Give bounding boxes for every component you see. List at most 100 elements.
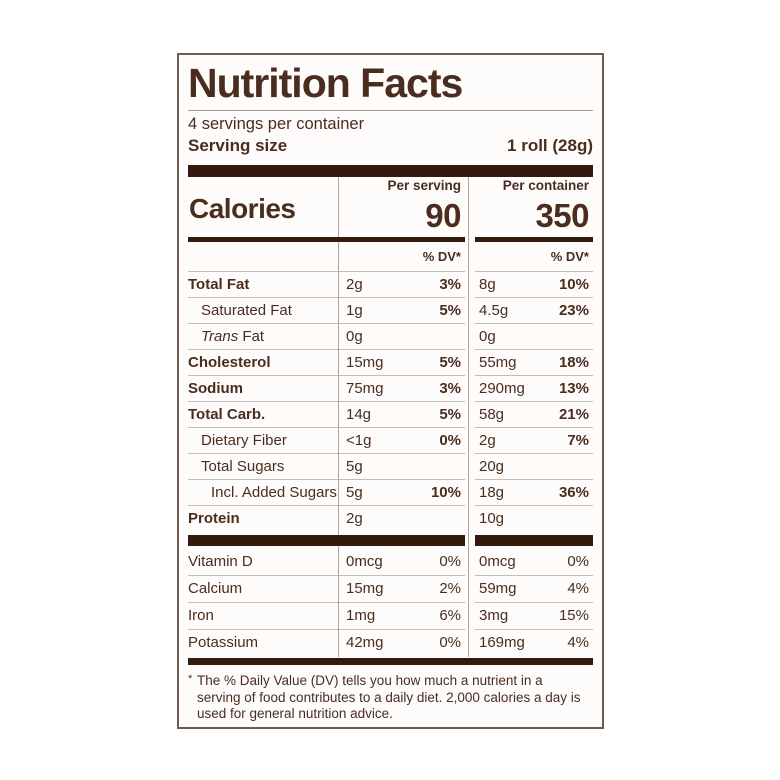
nutrient-row: Total Sugars 5g 20g <box>188 454 593 480</box>
nutrient-row: Protein 2g 10g <box>188 506 593 532</box>
nutrient-name: Vitamin D <box>188 553 253 570</box>
serving-size-row: Serving size 1 roll (28g) <box>188 135 593 157</box>
nutrient-name: Sodium <box>188 380 243 397</box>
per-serving-amount: 42mg <box>346 634 384 651</box>
per-serving-amount: 0mcg <box>346 553 383 570</box>
per-serving-dv: 0% <box>439 553 461 570</box>
nutrient-name: Total Sugars <box>201 458 285 475</box>
per-serving-amount: 2g <box>346 510 363 527</box>
per-container-dv: 7% <box>567 432 589 449</box>
per-serving-amount: 0g <box>346 328 363 345</box>
calories-values-row: 90 350 <box>188 195 593 237</box>
per-serving-dv: 0% <box>439 432 461 449</box>
calories-label: Calories <box>189 193 296 224</box>
main-rows: Total Fat 2g 3% 8g 10% Saturated Fat 1g 5% 4.5g 2… <box>188 272 593 532</box>
nutrition-table: Calories Per serving Per container 90 35… <box>188 177 593 657</box>
column-divider-right <box>468 177 469 657</box>
per-container-header: Per container <box>502 178 589 193</box>
nutrient-row: Trans Fat 0g 0g <box>188 324 593 350</box>
nutrient-name: Total Carb. <box>188 406 266 423</box>
serving-size-value: 1 roll (28g) <box>507 136 593 155</box>
nutrient-row: Total Fat 2g 3% 8g 10% <box>188 272 593 298</box>
per-serving-dv: 2% <box>439 580 461 597</box>
serving-size-label: Serving size <box>188 136 288 155</box>
nutrient-row: Iron 1mg 6% 3mg 15% <box>188 603 593 630</box>
section-bar-split <box>188 535 593 546</box>
dv-header-per-serving: % DV* <box>422 249 461 264</box>
per-container-dv: 15% <box>558 607 589 624</box>
per-serving-dv: 5% <box>439 354 461 371</box>
dv-header-per-container: % DV* <box>550 249 589 264</box>
dv-header-row: % DV* % DV* <box>188 242 593 272</box>
split-bar-right <box>475 535 593 546</box>
nutrition-facts-label: Nutrition Facts 4 servings per container… <box>177 53 604 729</box>
per-container-amount: 10g <box>479 510 505 527</box>
per-container-amount: 55mg <box>479 354 517 371</box>
nutrient-name: Total Fat <box>188 276 250 293</box>
nutrient-row: Sodium 75mg 3% 290mg 13% <box>188 376 593 402</box>
per-container-amount: 290mg <box>479 380 525 397</box>
per-serving-amount: 2g <box>346 276 363 293</box>
per-serving-dv: 3% <box>439 380 461 397</box>
calories-underline-left <box>188 237 465 242</box>
column-headers-row: Per serving Per container <box>188 177 593 195</box>
per-container-dv: 23% <box>558 302 589 319</box>
per-serving-dv: 5% <box>439 406 461 423</box>
label-title: Nutrition Facts <box>188 60 463 106</box>
column-divider-left <box>338 177 339 657</box>
per-serving-dv: 6% <box>439 607 461 624</box>
per-serving-amount: 15mg <box>346 354 384 371</box>
nutrient-name: Incl. Added Sugars <box>211 484 337 501</box>
per-container-amount: 18g <box>479 484 505 501</box>
per-serving-dv: 0% <box>439 634 461 651</box>
per-serving-amount: 1g <box>346 302 363 319</box>
vitamin-rows: Vitamin D 0mcg 0% 0mcg 0% Calcium 15mg 2% 59mg 4%… <box>188 549 593 657</box>
calories-per-container-value: 350 <box>535 197 589 234</box>
per-container-amount: 0g <box>479 328 496 345</box>
per-container-amount: 0mcg <box>479 553 516 570</box>
nutrient-row: Incl. Added Sugars 5g 10% 18g 36% <box>188 480 593 506</box>
nutrient-row: Dietary Fiber <1g 0% 2g 7% <box>188 428 593 454</box>
per-serving-amount: 5g <box>346 458 363 475</box>
per-serving-amount: 15mg <box>346 580 384 597</box>
nutrient-row: Saturated Fat 1g 5% 4.5g 23% <box>188 298 593 324</box>
nutrient-name: Iron <box>188 607 214 624</box>
per-serving-dv: 5% <box>439 302 461 319</box>
per-container-amount: 20g <box>479 458 505 475</box>
calories-underline-right <box>475 237 593 242</box>
per-container-amount: 58g <box>479 406 505 423</box>
nutrient-row: Calcium 15mg 2% 59mg 4% <box>188 576 593 603</box>
per-serving-dv: 3% <box>439 276 461 293</box>
per-container-amount: 8g <box>479 276 496 293</box>
nutrient-name: Trans Fat <box>201 328 265 345</box>
per-container-amount: 4.5g <box>479 302 509 319</box>
per-serving-amount: 75mg <box>346 380 384 397</box>
footnote: * The % Daily Value (DV) tells you how m… <box>188 673 593 723</box>
calories-per-serving-value: 90 <box>425 197 461 234</box>
per-container-dv: 4% <box>567 634 589 651</box>
per-serving-amount: 5g <box>346 484 363 501</box>
per-serving-amount: <1g <box>346 432 372 449</box>
nutrient-row: Vitamin D 0mcg 0% 0mcg 0% <box>188 549 593 576</box>
nutrient-row: Total Carb. 14g 5% 58g 21% <box>188 402 593 428</box>
per-container-dv: 10% <box>558 276 589 293</box>
per-serving-amount: 1mg <box>346 607 376 624</box>
nutrient-row: Cholesterol 15mg 5% 55mg 18% <box>188 350 593 376</box>
per-container-amount: 59mg <box>479 580 517 597</box>
nutrient-row: Potassium 42mg 0% 169mg 4% <box>188 630 593 657</box>
per-container-amount: 2g <box>479 432 496 449</box>
per-container-dv: 13% <box>558 380 589 397</box>
nutrient-name: Calcium <box>188 580 243 597</box>
calories-underline-rules <box>188 237 593 242</box>
per-container-dv: 18% <box>558 354 589 371</box>
section-bar-top <box>188 165 593 177</box>
per-serving-header: Per serving <box>387 178 461 193</box>
footnote-text: The % Daily Value (DV) tells you how muc… <box>197 673 581 721</box>
title-divider <box>188 110 593 111</box>
split-bar-left <box>188 535 465 546</box>
nutrient-name: Cholesterol <box>188 354 271 371</box>
per-serving-amount: 14g <box>346 406 372 423</box>
servings-per-container: 4 servings per container <box>188 115 365 133</box>
per-container-dv: 21% <box>558 406 589 423</box>
nutrient-name: Saturated Fat <box>201 302 292 319</box>
